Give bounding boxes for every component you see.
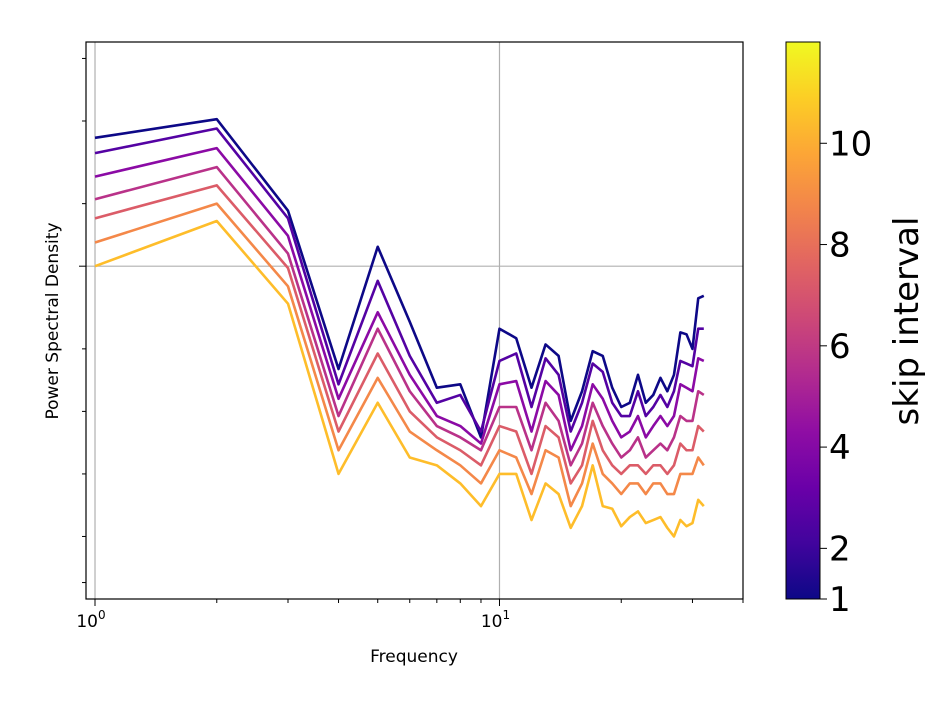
series-line-skip-10 xyxy=(94,202,705,508)
y-axis-label: Power Spectral Density xyxy=(43,222,63,419)
colorbar-tick-label-6: 6 xyxy=(829,327,851,367)
series-line-skip-6 xyxy=(94,165,705,467)
colorbar-tick-label-10: 10 xyxy=(829,124,872,164)
colorbar-gradient xyxy=(785,41,821,600)
colorbar-tick-label-1: 1 xyxy=(829,580,851,620)
series-line-skip-12 xyxy=(94,219,705,538)
series-lines xyxy=(94,117,705,538)
series-line-skip-4 xyxy=(94,146,705,452)
x-axis-label: Frequency xyxy=(370,647,458,667)
plot-frame xyxy=(85,41,744,600)
axis-ticks: 100 101 xyxy=(76,57,744,632)
series-line-skip-1 xyxy=(94,117,705,439)
series-line-skip-8 xyxy=(94,184,705,485)
series-line-skip-2 xyxy=(94,127,704,433)
colorbar-label: skip interval xyxy=(887,217,927,426)
colorbar: 1 2 4 6 8 10 xyxy=(785,41,872,620)
colorbar-tick-label-4: 4 xyxy=(829,428,851,468)
x-tick-label-0: 100 xyxy=(76,608,105,632)
colorbar-tick-label-2: 2 xyxy=(829,529,851,569)
colorbar-tick-label-8: 8 xyxy=(829,226,851,266)
grid-lines xyxy=(86,42,743,599)
x-tick-label-1: 101 xyxy=(481,608,510,632)
